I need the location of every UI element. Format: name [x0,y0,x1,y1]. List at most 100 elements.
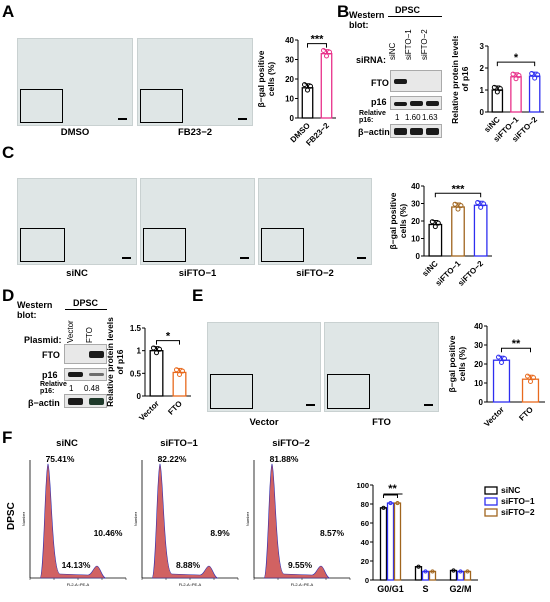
x-tick-label: G0/G1 [377,584,404,594]
data-point [432,224,438,230]
y-tick-label: 1 [137,347,142,356]
y-tick-label: 1.5 [130,324,142,333]
x-tick-label: Vector [137,399,161,423]
y-tick-label: 0.5 [130,369,142,378]
significance-label: *** [452,183,466,195]
y-axis-label: β−gal positive [258,50,266,107]
histogram-y-label: Number [245,511,250,526]
blot-actin [390,124,442,138]
data-point [435,220,441,226]
blot-row-label-p16: p16 [371,97,387,107]
cell-line-rule [65,309,107,310]
data-point [532,75,538,81]
histogram-title: siFTO−1 [160,438,198,449]
micrograph-caption: siFTO−1 [178,268,217,279]
y-axis-label: Relative protein levels [107,317,115,407]
cell-line-rule [388,16,442,17]
x-tick-label: G2/M [449,584,471,594]
data-point [529,71,535,76]
micrograph-caption: FB23−2 [177,127,213,138]
y-tick-label: 20 [361,557,369,566]
y-axis-label: Relative protein levels [452,36,460,124]
data-point [531,375,536,381]
y-tick-label: 30 [411,200,420,209]
relative-value: 0.48 [84,384,100,393]
bar [510,76,522,113]
micrograph-fto [324,322,439,412]
significance-bracket [307,43,327,48]
data-point [180,368,185,374]
y-axis-label: cells (%) [266,62,276,97]
lane-label: siFTO−1 [404,29,413,60]
histogram-title: siFTO−2 [272,438,310,449]
y-axis-label: β−gal positive [390,192,398,249]
scale-bar [238,118,247,120]
legend-swatch [484,508,498,517]
blot-row-label-fto: FTO [371,78,389,88]
bar [456,570,465,581]
y-tick-label: 10 [285,95,294,104]
relative-p16-label: Relative p16: [359,110,386,124]
scale-bar [240,257,249,259]
micrograph-caption: DMSO [60,127,90,138]
scale-bar [122,257,131,259]
x-tick-label: FTO [166,399,184,417]
bar [386,502,395,581]
y-tick-label: 0 [479,398,484,407]
band [68,398,83,405]
cell-line-label: DPSC [395,5,421,15]
band [394,102,407,106]
histogram-title: siNC [56,438,78,449]
band [426,101,439,106]
micrograph-caption: Vector [249,417,279,428]
cell-line-label: DPSC [73,298,99,308]
bar [421,570,430,581]
data-point [177,371,182,377]
inset-box [140,88,184,123]
y-tick-label: 0 [480,108,485,117]
lane-label: siFTO−2 [420,29,429,60]
relative-value: 1.63 [422,113,438,122]
data-point [502,356,507,362]
g2m-percent: 8.9% [210,528,230,538]
significance-bracket [434,192,482,198]
significance-bracket [501,347,531,353]
histogram-curve [39,463,107,579]
band [394,128,407,135]
micrograph-fb23-2 [137,38,253,126]
data-point [423,569,428,574]
significance-bracket [496,61,536,67]
panel-label-d: D [2,286,15,305]
data-point [174,367,179,373]
y-tick-label: 40 [411,182,420,191]
data-point [516,72,522,78]
bar [528,75,541,113]
significance-label: ** [512,338,521,350]
data-point [416,564,421,569]
y-axis-label: β−gal positive [449,335,457,392]
data-point [478,204,484,210]
bar [492,359,511,403]
data-point [430,569,435,574]
s-percent: 14.13% [62,560,91,570]
data-point [499,359,504,365]
legend-label: siFTO−1 [501,496,535,506]
y-tick-label: 40 [474,322,483,331]
legend-label: siNC [501,485,520,495]
y-tick-label: 20 [474,360,483,369]
micrograph-caption: FTO [372,417,391,428]
data-point [513,76,519,82]
blot-actin [64,394,107,408]
significance-bracket [383,494,398,499]
data-point [451,568,456,573]
lane-label: FTO [85,327,94,343]
g2m-percent: 10.46% [94,528,123,538]
legend-label: siFTO−2 [501,507,535,517]
micrograph-caption: siNC [66,268,88,279]
bar [393,502,402,581]
bar [320,52,333,119]
scale-bar [424,404,433,406]
